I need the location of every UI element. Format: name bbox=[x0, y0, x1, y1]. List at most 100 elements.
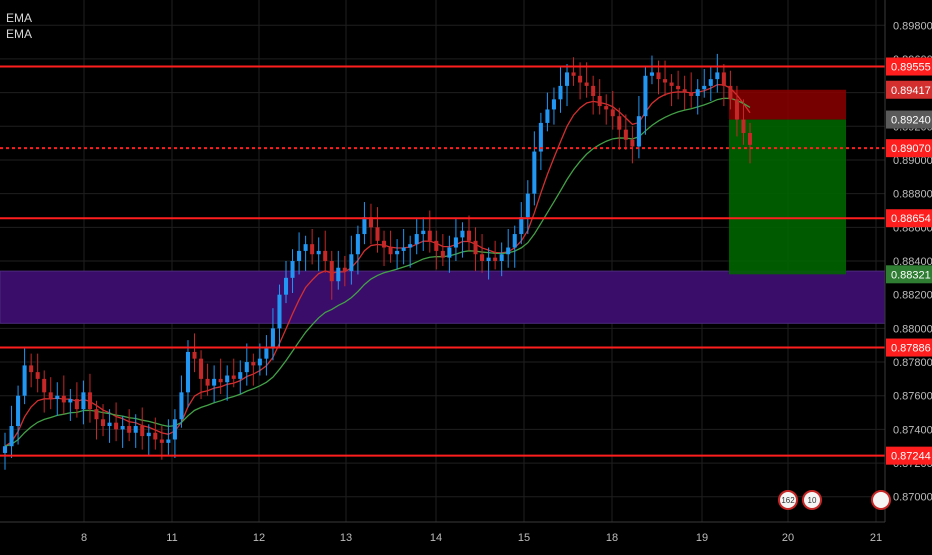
y-tick-label: 0.87000 bbox=[893, 492, 932, 504]
candle-body bbox=[244, 362, 249, 373]
candle-body bbox=[382, 240, 387, 248]
candle-body bbox=[610, 109, 615, 117]
candle-body bbox=[689, 92, 694, 96]
candle-body bbox=[741, 119, 746, 134]
candle-body bbox=[61, 395, 66, 403]
candle-body bbox=[558, 85, 563, 100]
candle-body bbox=[617, 116, 622, 130]
legend-ema-fast[interactable]: EMA bbox=[6, 11, 33, 25]
price-tag bbox=[886, 80, 932, 99]
candle-body bbox=[578, 75, 583, 83]
horizontal-levels bbox=[0, 65, 885, 457]
candle-body bbox=[127, 426, 132, 433]
candle-body bbox=[283, 277, 289, 295]
level-price-label: 0.87886 bbox=[891, 343, 931, 355]
price-tag-label: 0.88321 bbox=[891, 269, 931, 281]
candle-body bbox=[133, 426, 138, 433]
candle-body bbox=[734, 99, 739, 120]
candle-body bbox=[29, 365, 34, 373]
candle-body bbox=[238, 372, 243, 379]
event-badges[interactable]: 162 10 bbox=[778, 490, 891, 510]
candle-body bbox=[480, 254, 485, 261]
level-price-label: 0.89070 bbox=[891, 143, 931, 155]
candle-body bbox=[74, 399, 79, 410]
price-tag bbox=[886, 265, 932, 284]
candle-body bbox=[290, 261, 295, 278]
candle-body bbox=[212, 378, 217, 386]
x-tick-label: 12 bbox=[253, 532, 265, 544]
level-price-label: 0.87244 bbox=[891, 451, 931, 463]
candle-body bbox=[414, 234, 419, 245]
candle-body bbox=[447, 247, 452, 258]
x-tick-label: 18 bbox=[606, 532, 618, 544]
demand-zone bbox=[0, 270, 886, 324]
x-tick-label: 11 bbox=[166, 532, 177, 544]
candle-body bbox=[499, 254, 504, 261]
candle-body bbox=[427, 230, 432, 241]
candle-body bbox=[225, 375, 230, 383]
indicator-legend: EMA EMA bbox=[6, 10, 32, 42]
candle-body bbox=[81, 392, 86, 410]
candle-body bbox=[107, 422, 112, 427]
candle-body bbox=[55, 395, 60, 400]
candle-body bbox=[512, 234, 517, 248]
candle-body bbox=[486, 257, 491, 261]
candle-body bbox=[571, 72, 576, 76]
candle-body bbox=[506, 247, 511, 255]
y-tick-label: 0.88400 bbox=[893, 256, 932, 268]
candle-body bbox=[721, 72, 726, 86]
x-tick-label: 19 bbox=[696, 532, 708, 544]
candle-body bbox=[519, 217, 524, 235]
event-badge-icon bbox=[802, 490, 822, 510]
candle-body bbox=[231, 375, 236, 379]
candle-body bbox=[9, 426, 14, 447]
level-price-tag bbox=[886, 57, 932, 76]
candle-body bbox=[408, 244, 413, 248]
candle-body bbox=[35, 372, 40, 379]
x-tick-label: 21 bbox=[870, 532, 882, 544]
candle-body bbox=[368, 217, 373, 228]
candle-body bbox=[532, 151, 537, 194]
candle-body bbox=[48, 392, 53, 400]
candle-body bbox=[453, 237, 458, 248]
y-tick-label: 0.88200 bbox=[893, 290, 932, 302]
x-tick-label: 13 bbox=[340, 532, 352, 544]
candle-body bbox=[669, 82, 674, 86]
price-labels: 0.89555 0.89070 0.88654 0.87886 0.87244 0.894… bbox=[886, 57, 932, 465]
candle-body bbox=[270, 328, 275, 349]
level-price-tag bbox=[886, 338, 932, 357]
candle-body bbox=[656, 72, 661, 80]
x-tick-label: 15 bbox=[518, 532, 530, 544]
candle-body bbox=[401, 247, 406, 251]
candle-body bbox=[146, 432, 151, 437]
level-price-label: 0.88654 bbox=[891, 213, 931, 225]
candle-body bbox=[682, 89, 687, 93]
candle-body bbox=[636, 116, 641, 147]
legend-ema-slow[interactable]: EMA bbox=[6, 27, 33, 41]
candle-body bbox=[584, 82, 589, 86]
candle-body bbox=[630, 139, 635, 147]
y-tick-label: 0.87800 bbox=[893, 357, 932, 369]
y-tick-label: 0.88000 bbox=[893, 323, 932, 335]
candle-body bbox=[336, 267, 341, 282]
candle-body bbox=[395, 250, 400, 255]
candle-body bbox=[22, 365, 27, 396]
candle-body bbox=[440, 250, 445, 258]
take-profit-zone bbox=[729, 119, 846, 275]
candle-body bbox=[94, 409, 99, 420]
candle-body bbox=[362, 217, 367, 235]
candle-body bbox=[329, 261, 334, 282]
candle-body bbox=[179, 392, 184, 420]
candle-body bbox=[473, 240, 478, 255]
candle-body bbox=[349, 254, 354, 272]
candle-body bbox=[708, 79, 713, 86]
candle-body bbox=[466, 230, 472, 241]
candle-body bbox=[323, 250, 328, 261]
candle-body bbox=[297, 250, 302, 261]
candle-body bbox=[591, 85, 596, 96]
candle-body bbox=[192, 351, 197, 359]
x-tick-label: 14 bbox=[430, 532, 442, 544]
event-badge-icon bbox=[778, 490, 798, 510]
